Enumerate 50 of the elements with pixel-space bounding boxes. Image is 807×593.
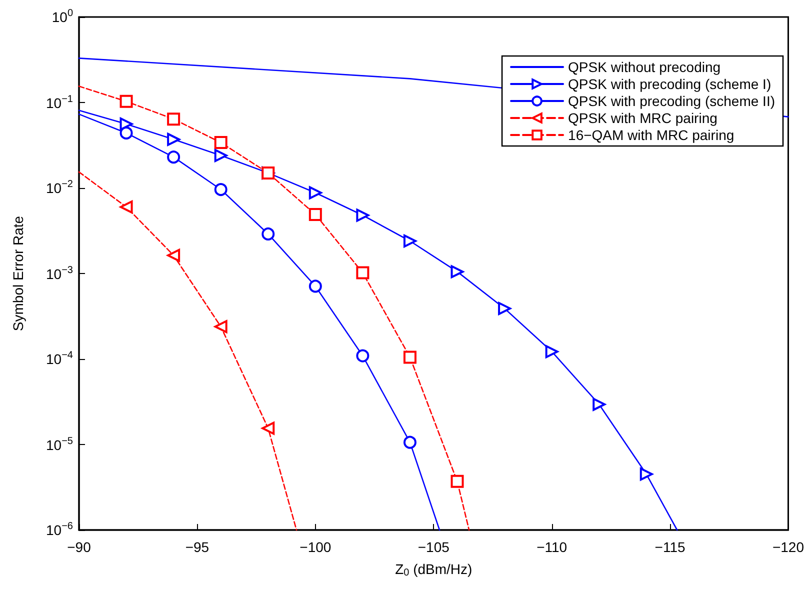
y-tick-label: 10$^{0}$: [52, 8, 73, 25]
point: [214, 320, 228, 334]
point: [356, 266, 370, 280]
point: [308, 208, 322, 221]
x-tick-label: −90: [67, 539, 92, 555]
legend-label: QPSK with MRC pairing: [568, 110, 718, 126]
point: [120, 118, 133, 131]
x-tick-label: −115: [654, 539, 686, 555]
point: [356, 208, 370, 222]
point: [450, 265, 464, 278]
point: [214, 136, 228, 150]
point: [403, 436, 416, 449]
point: [120, 94, 133, 108]
point: [308, 186, 322, 200]
point: [167, 132, 180, 146]
point: [403, 234, 416, 248]
line-series: [78, 171, 298, 531]
y-tick-label: 10$^{−4}$: [46, 350, 73, 367]
y-tick-label: 10$^{−2}$: [46, 179, 73, 196]
point: [167, 112, 180, 126]
point: [450, 474, 464, 488]
point: [214, 148, 228, 162]
point: [640, 468, 653, 481]
legend-label: QPSK with precoding (scheme II): [568, 93, 776, 109]
x-tick-label: −105: [418, 539, 450, 555]
x-tick-label: −120: [772, 539, 804, 555]
point: [592, 398, 606, 411]
y-tick-label: 10$^{−5}$: [46, 436, 73, 452]
point: [262, 422, 275, 435]
point: [167, 248, 180, 262]
y-tick-label: 10$^{−3}$: [46, 264, 73, 282]
y-axis-title: Symbol Error Rate: [10, 216, 26, 332]
x-tick-label: −95: [185, 539, 210, 555]
point: [308, 280, 322, 293]
y-tick-label: 10$^{−6}$: [46, 521, 73, 538]
point: [120, 126, 133, 140]
point: [356, 349, 370, 362]
y-tick-label: 10$^{−1}$: [46, 94, 73, 110]
legend-label: 16−QAM with MRC pairing: [568, 127, 734, 143]
legend-label: QPSK with precoding (scheme I): [568, 76, 772, 92]
point: [262, 227, 275, 240]
x-tick-label: −110: [536, 539, 568, 555]
point: [214, 183, 228, 196]
legend-label: QPSK without precoding: [568, 59, 721, 75]
point: [167, 150, 180, 164]
point: [403, 350, 416, 364]
point: [498, 302, 512, 315]
x-tick-label: −100: [300, 539, 332, 555]
point: [120, 200, 133, 214]
point: [545, 345, 558, 358]
